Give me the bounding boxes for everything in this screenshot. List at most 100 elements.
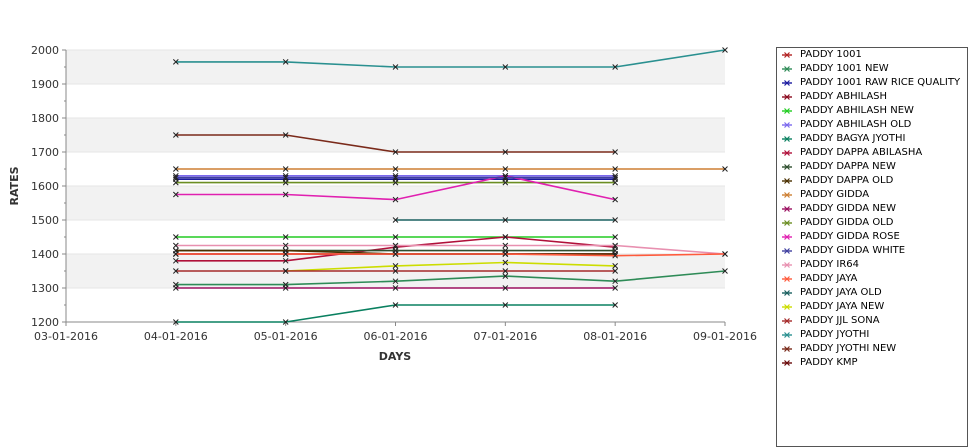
data-point — [172, 257, 179, 264]
data-point — [502, 273, 509, 279]
data-point — [722, 47, 728, 53]
series-paddy-1001-new — [172, 268, 728, 288]
legend-cross — [784, 220, 790, 226]
legend-item: PADDY BAGYA JYOTHI — [777, 132, 967, 146]
data-point — [172, 319, 179, 325]
data-point — [172, 268, 179, 274]
legend-marker-icon — [782, 220, 792, 226]
legend-cross — [784, 346, 790, 352]
data-point — [282, 234, 289, 240]
data-point — [282, 242, 289, 249]
data-point — [172, 285, 179, 291]
legend-label: PADDY ABHILASH — [800, 91, 888, 102]
legend-label: PADDY GIDDA NEW — [800, 203, 897, 214]
series-paddy-bagya-jyothi — [172, 302, 619, 325]
x-tick-label: 07-01-2016 — [473, 330, 537, 343]
data-point — [502, 268, 509, 274]
legend-item: PADDY 1001 RAW RICE QUALITY — [777, 76, 967, 90]
legend-cross — [784, 94, 790, 100]
legend-marker-icon — [782, 290, 792, 296]
data-point — [612, 268, 619, 274]
data-point — [282, 174, 289, 181]
legend-cross — [784, 150, 790, 156]
data-point — [502, 302, 509, 308]
data-point — [282, 59, 289, 65]
legend-cross — [784, 80, 790, 86]
legend-item: PADDY GIDDA WHITE — [777, 244, 967, 258]
legend-marker-icon — [782, 108, 792, 114]
series-paddy-gidda — [172, 166, 728, 172]
data-point — [392, 196, 399, 203]
y-tick-label: 1200 — [31, 316, 59, 329]
legend-item: PADDY IR64 — [777, 258, 967, 272]
legend-item: PADDY 1001 NEW — [777, 62, 967, 76]
x-tick-label: 03-01-2016 — [34, 330, 98, 343]
legend-label: PADDY DAPPA OLD — [800, 175, 894, 186]
legend-item: PADDY DAPPA OLD — [777, 174, 967, 188]
y-tick-label: 1700 — [31, 146, 59, 159]
data-point — [172, 166, 179, 172]
x-tick-label: 04-01-2016 — [144, 330, 208, 343]
legend-item: PADDY KMP — [777, 356, 967, 370]
data-point — [502, 242, 509, 249]
legend-marker-icon — [782, 164, 792, 170]
legend-label: PADDY GIDDA WHITE — [800, 245, 906, 256]
series-paddy-gidda-old — [172, 179, 619, 186]
line-chart: 1200 1300 1400 1500 1600 1700 1800 1900 2000 03-… — [8, 44, 757, 363]
legend-marker-icon — [782, 276, 792, 282]
legend-cross — [784, 234, 790, 240]
legend-label: PADDY BAGYA JYOTHI — [800, 133, 906, 144]
data-point — [392, 234, 399, 240]
y-tick-label: 1900 — [31, 78, 59, 91]
data-point — [392, 263, 399, 269]
legend-marker-icon — [782, 150, 792, 156]
y-tick-label: 1500 — [31, 214, 59, 227]
legend-item: PADDY JJL SONA — [777, 314, 967, 328]
data-point — [392, 64, 399, 70]
legend-marker-icon — [782, 206, 792, 212]
series-paddy-abhilash-new — [172, 234, 619, 240]
legend-label: PADDY ABHILASH NEW — [800, 105, 914, 116]
y-tick-label: 2000 — [31, 44, 59, 57]
legend-label: PADDY KMP — [800, 357, 858, 368]
series-paddy-jyothi-new — [172, 132, 619, 155]
legend-cross — [784, 360, 790, 366]
series-line — [285, 261, 616, 272]
legend-cross — [784, 164, 790, 170]
series-paddy-jaya — [172, 251, 728, 259]
series-line — [175, 49, 726, 68]
data-point — [282, 132, 289, 138]
data-point — [612, 252, 619, 259]
legend-cross — [784, 304, 790, 310]
data-point — [612, 179, 619, 186]
legend-cross — [784, 276, 790, 282]
data-point — [502, 217, 509, 223]
legend-item: PADDY JYOTHI — [777, 328, 967, 342]
data-point — [502, 179, 509, 186]
data-point — [612, 234, 619, 240]
data-point — [612, 149, 619, 155]
series-paddy-jjl-sona — [172, 268, 619, 274]
legend-item: PADDY JYOTHI NEW — [777, 342, 967, 356]
legend-cross — [784, 332, 790, 338]
series-paddy-jaya-new — [282, 259, 619, 274]
legend-item: PADDY GIDDA NEW — [777, 202, 967, 216]
data-point — [172, 179, 179, 186]
x-tick-label: 06-01-2016 — [364, 330, 428, 343]
legend-label: PADDY IR64 — [800, 259, 859, 270]
grid-band — [66, 84, 725, 118]
data-point — [282, 191, 289, 198]
legend-cross — [784, 136, 790, 142]
data-point — [392, 166, 399, 172]
legend-label: PADDY GIDDA OLD — [800, 217, 894, 228]
legend-cross — [784, 122, 790, 128]
legend-marker-icon — [782, 122, 792, 128]
legend-label: PADDY DAPPA NEW — [800, 161, 896, 172]
legend-label: PADDY JAYA OLD — [800, 287, 882, 298]
legend-label: PADDY JAYA NEW — [800, 301, 885, 312]
data-point — [502, 149, 509, 155]
data-point — [612, 166, 619, 172]
data-point — [612, 302, 619, 308]
legend-label: PADDY JJL SONA — [800, 315, 880, 326]
legend-item: PADDY ABHILASH — [777, 90, 967, 104]
